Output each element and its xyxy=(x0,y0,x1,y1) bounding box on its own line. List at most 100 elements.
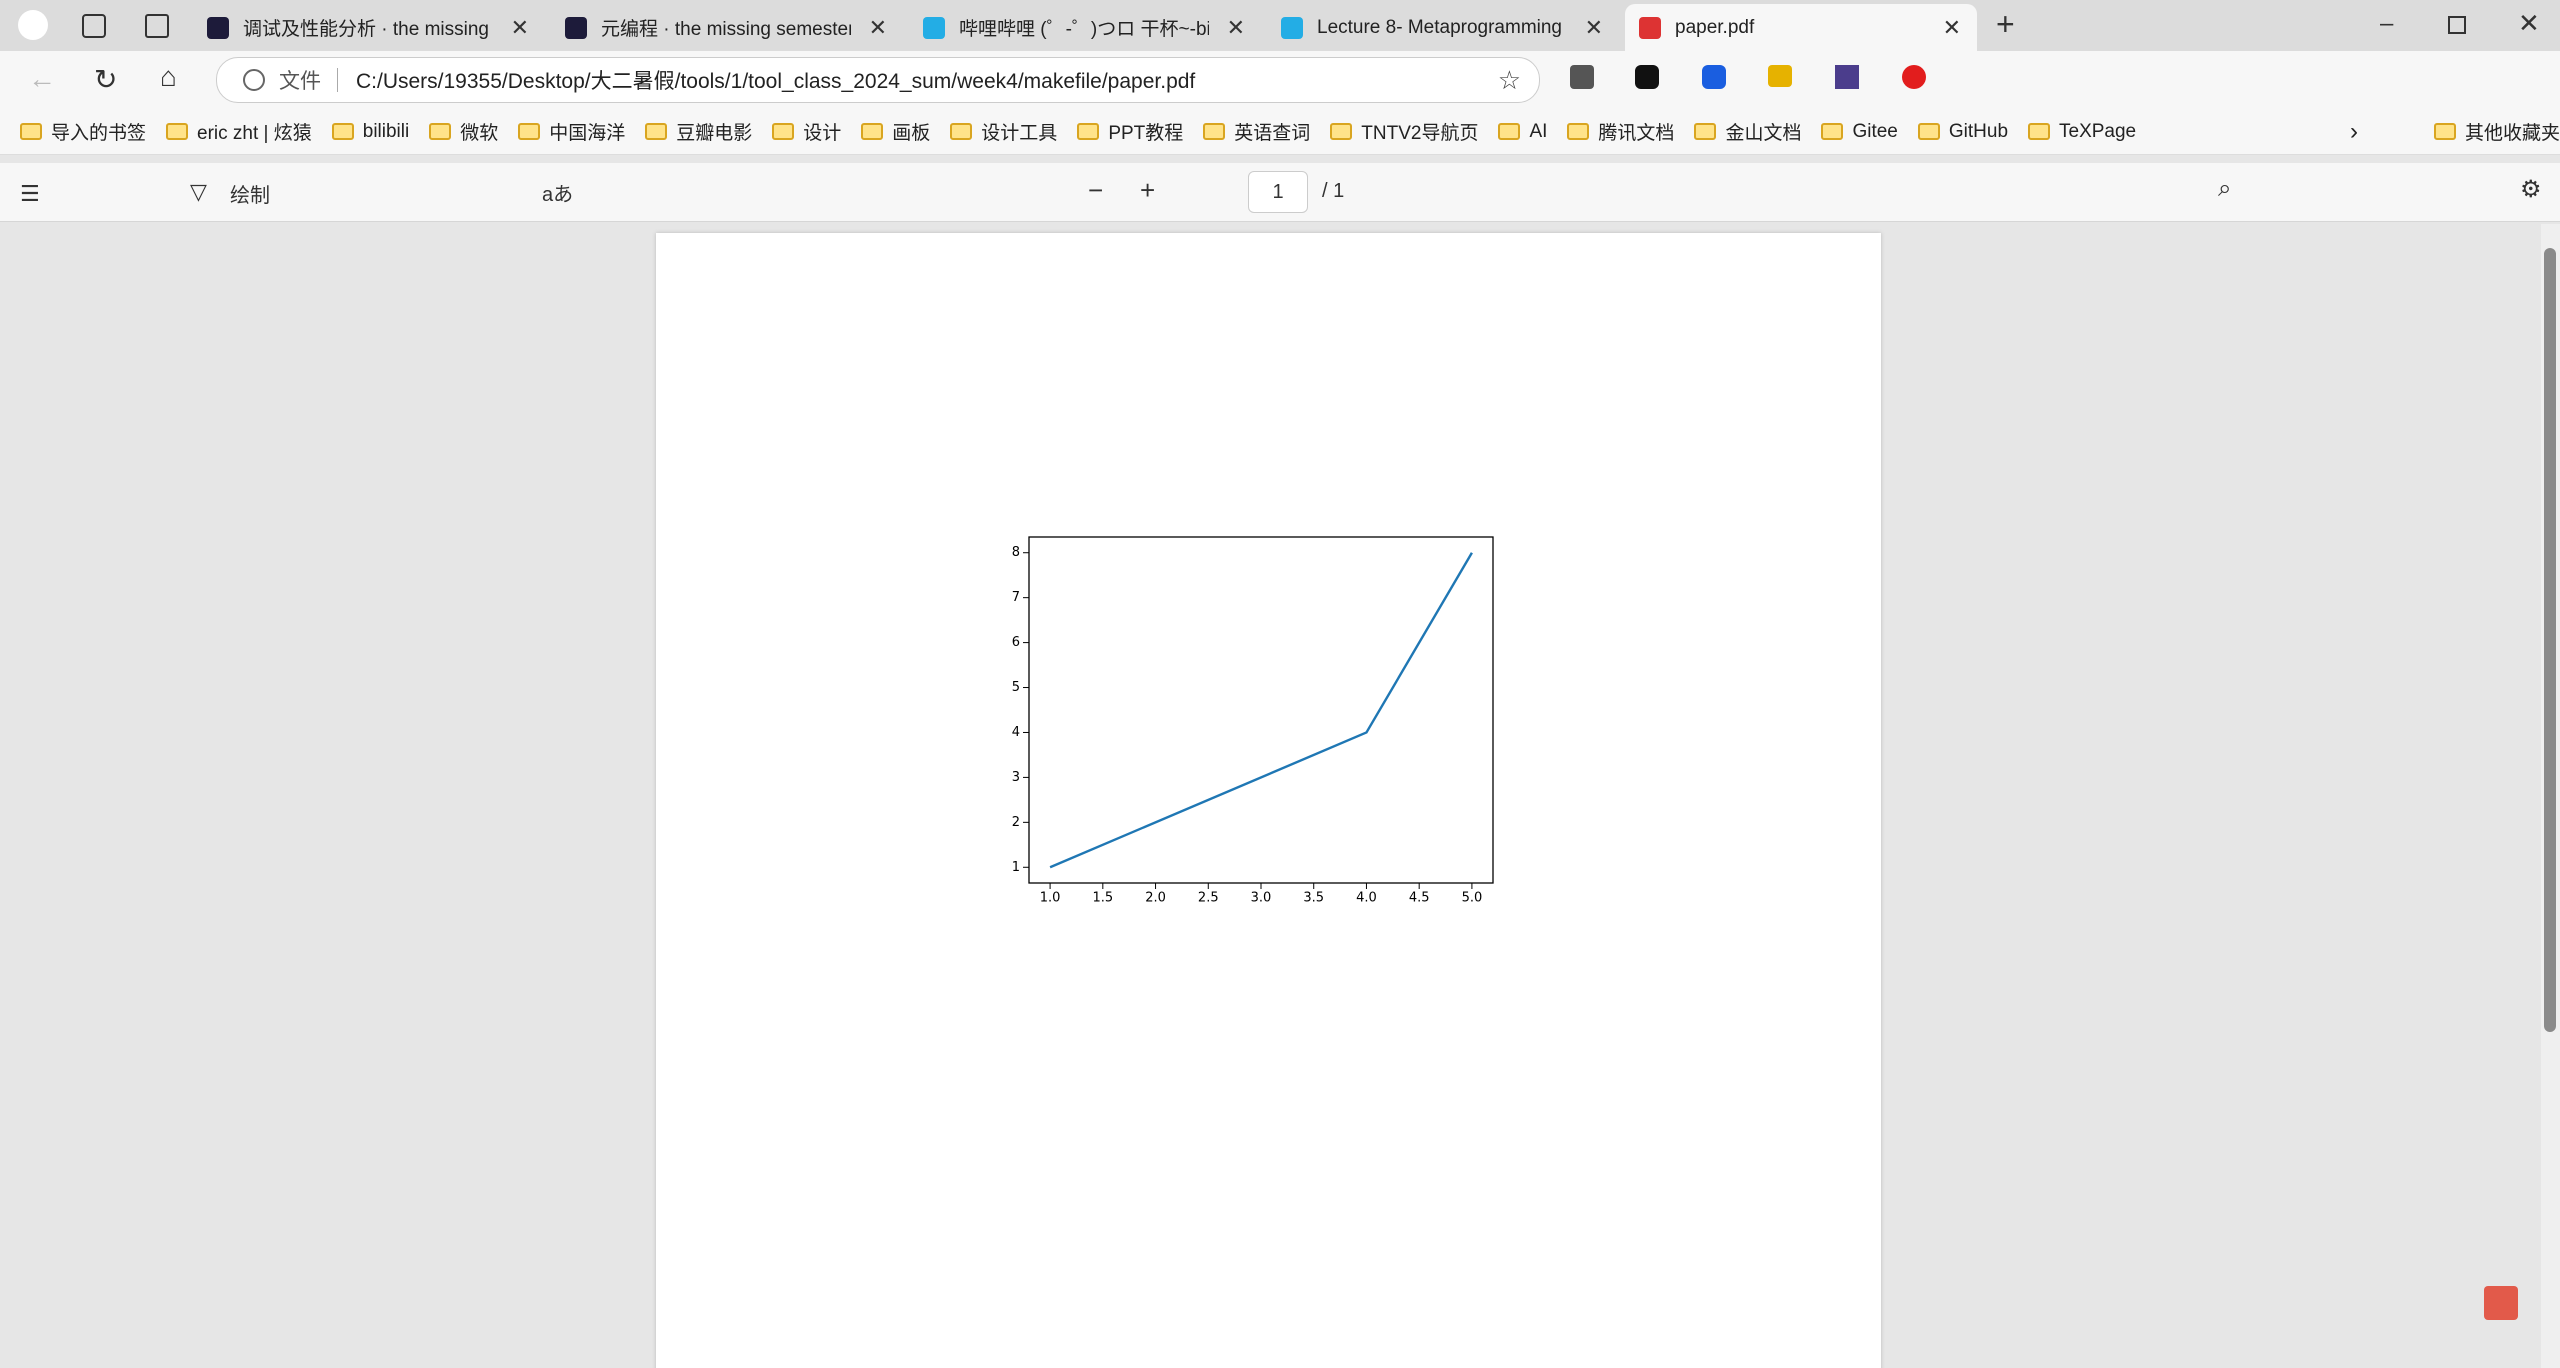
bookmark[interactable]: 腾讯文档 xyxy=(1567,118,1674,145)
close-window[interactable]: ✕ xyxy=(2518,8,2540,38)
tab[interactable]: Lecture 8- Metaprogramming (20 ✕ xyxy=(1267,4,1619,51)
data-line xyxy=(1049,552,1473,869)
bookmark[interactable]: TeXPage xyxy=(2028,121,2136,143)
page-input[interactable]: 1 xyxy=(1248,171,1308,213)
pdf-badge xyxy=(2484,1286,2518,1320)
pdf-toolbar: ☰ ▽ 绘制 aあ − + 1 / 1 ⌕ ⚙ xyxy=(0,163,2560,222)
back[interactable]: ← xyxy=(28,63,56,94)
new-tab[interactable]: + xyxy=(1996,6,2015,42)
bookmark-icon xyxy=(20,123,42,140)
x-tick-label: 4.0 xyxy=(1356,891,1377,906)
x-tick-label: 5.0 xyxy=(1462,891,1483,906)
scroll-thumb[interactable] xyxy=(2544,248,2556,1032)
tab-close[interactable]: ✕ xyxy=(1226,14,1245,40)
text-options[interactable]: aあ xyxy=(542,184,574,206)
tab-close[interactable]: ✕ xyxy=(1584,14,1603,40)
tab[interactable]: 调试及性能分析 · the missing sem ✕ xyxy=(193,4,545,51)
profile-icon[interactable] xyxy=(18,10,48,40)
bookmark-label: GitHub xyxy=(1948,120,2009,142)
bookmark[interactable]: 豆瓣电影 xyxy=(645,118,752,145)
other-bookmarks[interactable]: 其他收藏夹 xyxy=(2434,118,2560,145)
more-bookmarks[interactable]: › xyxy=(2350,117,2358,145)
settings[interactable]: ⚙ xyxy=(2520,176,2542,203)
bookmark[interactable]: Gitee xyxy=(1821,121,1898,143)
bookmark[interactable]: 金山文档 xyxy=(1694,118,1801,145)
bookmark-label: TNTV2导航页 xyxy=(1361,123,1479,144)
home[interactable]: ⌂ xyxy=(160,61,177,92)
bookmark-label: 金山文档 xyxy=(1725,123,1802,144)
x-tick-label: 1.5 xyxy=(1092,891,1113,906)
x-tick-label: 3.0 xyxy=(1251,891,1272,906)
bookmark[interactable]: 设计 xyxy=(772,118,841,145)
bookmark[interactable]: PPT教程 xyxy=(1077,118,1183,145)
tab-title: 哔哩哔哩 (゜-゜)つロ 干杯~-bilibil xyxy=(959,19,1209,40)
bookmark-label: AI xyxy=(1529,120,1548,142)
y-tick-label: 1 xyxy=(1012,860,1020,875)
other-bookmarks-label: 其他收藏夹 xyxy=(2465,123,2560,144)
search[interactable]: ⌕ xyxy=(2218,175,2232,202)
bookmark-icon xyxy=(1567,123,1590,140)
tab-icon xyxy=(207,16,229,39)
tab-icon xyxy=(565,16,587,39)
bookmark-icon xyxy=(1077,123,1100,140)
bookmark-label: 导入的书签 xyxy=(51,123,147,144)
x-tick-label: 2.5 xyxy=(1198,891,1219,906)
bookmark[interactable]: 设计工具 xyxy=(950,118,1057,145)
tab-title: paper.pdf xyxy=(1675,16,1755,38)
zoom-out[interactable]: − xyxy=(1088,175,1104,205)
bookmark-icon xyxy=(1498,123,1521,140)
bookmark-label: bilibili xyxy=(362,120,410,142)
bookmark[interactable]: 微软 xyxy=(429,118,498,145)
bookmark[interactable]: 中国海洋 xyxy=(518,118,625,145)
page-total: / 1 xyxy=(1322,180,1345,202)
refresh[interactable]: ↻ xyxy=(94,64,118,95)
tab-close[interactable]: ✕ xyxy=(510,14,529,40)
favorite-star[interactable]: ☆ xyxy=(1497,64,1521,95)
bookmark-icon xyxy=(1821,123,1844,140)
url: C:/Users/19355/Desktop/大二暑假/tools/1/tool… xyxy=(356,70,1196,93)
bookmark[interactable]: 英语查词 xyxy=(1203,118,1310,145)
bookmark-label: 设计 xyxy=(803,123,842,144)
y-tick-label: 7 xyxy=(1012,590,1020,605)
y-tick-label: 5 xyxy=(1012,680,1020,695)
address-bar[interactable]: 文件 C:/Users/19355/Desktop/大二暑假/tools/1/t… xyxy=(216,57,1540,103)
tab[interactable]: 元编程 · the missing semester of y ✕ xyxy=(551,4,903,51)
bookmark-icon xyxy=(166,123,189,140)
tab-close[interactable]: ✕ xyxy=(868,14,887,40)
bookmark-icon xyxy=(861,123,884,140)
bookmark[interactable]: TNTV2导航页 xyxy=(1330,118,1478,145)
tab-bar: 调试及性能分析 · the missing sem✕元编程 · the miss… xyxy=(0,0,2560,51)
bookmark-icon xyxy=(772,123,795,140)
bookmark[interactable]: eric zht | 炫猿 xyxy=(166,118,312,145)
tab-actions-icon[interactable] xyxy=(145,14,169,38)
scheme: 文件 xyxy=(279,70,321,93)
bookmark[interactable]: 画板 xyxy=(861,118,930,145)
tab[interactable]: paper.pdf ✕ xyxy=(1625,4,1977,51)
x-tick-label: 2.0 xyxy=(1145,891,1166,906)
bookmark-label: 英语查词 xyxy=(1234,123,1311,144)
workspaces-icon[interactable] xyxy=(82,14,106,38)
tab-close[interactable]: ✕ xyxy=(1942,14,1961,40)
tab-icon xyxy=(1639,16,1661,39)
bookmark[interactable]: 导入的书签 xyxy=(20,118,146,145)
plot-frame xyxy=(1028,536,1494,884)
extensions xyxy=(1570,65,2560,95)
restore[interactable] xyxy=(2448,16,2466,34)
x-tick-label: 4.5 xyxy=(1409,891,1430,906)
y-tick-label: 2 xyxy=(1012,815,1020,830)
draw-label[interactable]: 绘制 xyxy=(230,185,270,207)
y-tick-label: 8 xyxy=(1012,545,1020,560)
bookmark[interactable]: AI xyxy=(1498,121,1547,143)
minimize[interactable]: – xyxy=(2380,10,2394,37)
bookmark-icon xyxy=(518,123,541,140)
bookmark[interactable]: GitHub xyxy=(1917,120,2009,143)
draw-icon[interactable]: ▽ xyxy=(190,179,207,204)
bookmark-icon xyxy=(1330,123,1353,140)
contents-icon[interactable]: ☰ xyxy=(20,181,40,206)
bookmark-icon xyxy=(331,123,354,140)
bookmark[interactable]: bilibili xyxy=(331,120,410,143)
zoom-in[interactable]: + xyxy=(1140,175,1156,205)
tab[interactable]: 哔哩哔哩 (゜-゜)つロ 干杯~-bilibil ✕ xyxy=(909,4,1261,51)
